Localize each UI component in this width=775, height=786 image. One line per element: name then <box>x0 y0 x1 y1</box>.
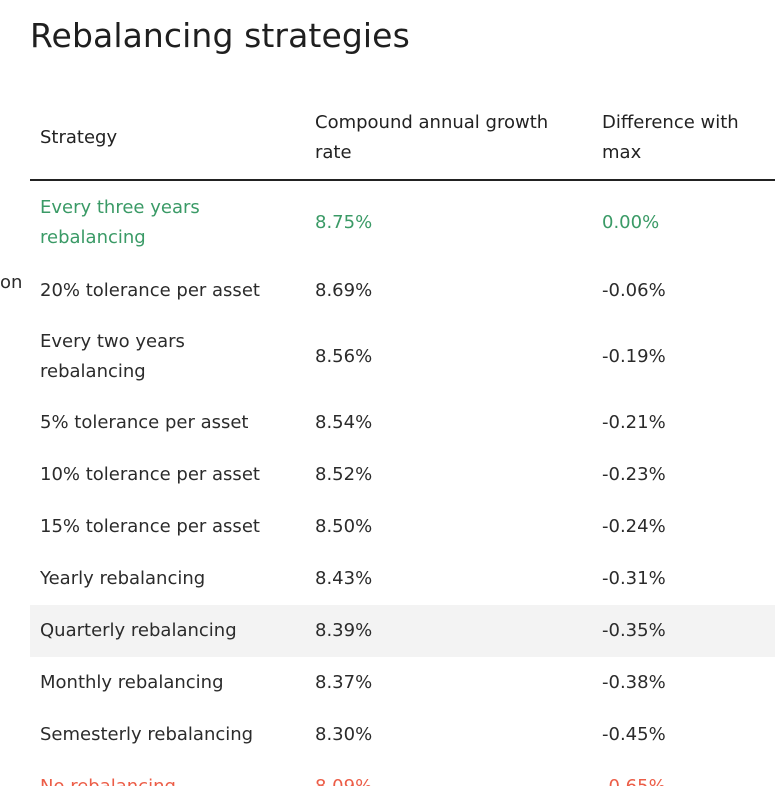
clipped-text-fragment: on <box>0 272 23 293</box>
strategy-cell: Quarterly rebalancing <box>30 605 305 657</box>
table-row: 10% tolerance per asset 8.52% -0.23% <box>30 449 775 501</box>
difference-cell: -0.35% <box>592 605 775 657</box>
cagr-cell: 8.52% <box>315 464 373 485</box>
cagr-cell: 8.54% <box>315 412 373 433</box>
difference-cell: -0.65% <box>592 761 775 786</box>
strategy-cell: Monthly rebalancing <box>40 672 224 693</box>
difference-cell: -0.06% <box>602 280 666 301</box>
difference-cell: -0.19% <box>602 346 666 367</box>
table-row: No rebalancing 8.09% -0.65% <box>30 761 775 786</box>
difference-cell: -0.24% <box>602 516 666 537</box>
table-row: 5% tolerance per asset 8.54% -0.21% <box>30 397 775 449</box>
difference-cell: -0.45% <box>602 724 666 745</box>
table-row: Every two years rebalancing 8.56% -0.19% <box>30 317 775 397</box>
difference-cell: 0.00% <box>602 212 660 233</box>
table-row: Monthly rebalancing 8.37% -0.38% <box>30 657 775 709</box>
header-difference: Difference with max <box>592 98 775 181</box>
table-row: Semesterly rebalancing 8.30% -0.45% <box>30 709 775 761</box>
header-strategy: Strategy <box>30 98 305 181</box>
table-row: Every three years rebalancing 8.75% 0.00… <box>30 180 775 265</box>
strategy-cell: 20% tolerance per asset <box>40 280 260 301</box>
difference-cell: -0.21% <box>602 412 666 433</box>
strategy-cell: Semesterly rebalancing <box>40 724 254 745</box>
cagr-cell: 8.30% <box>315 724 373 745</box>
page-title: Rebalancing strategies <box>30 16 410 55</box>
table-row-hovered: Quarterly rebalancing 8.39% -0.35% <box>30 605 775 657</box>
cagr-cell: 8.56% <box>315 346 373 367</box>
difference-cell: -0.38% <box>602 672 666 693</box>
strategy-cell: 15% tolerance per asset <box>40 516 260 537</box>
difference-cell: -0.23% <box>602 464 666 485</box>
cagr-cell: 8.09% <box>305 761 592 786</box>
strategy-cell: 5% tolerance per asset <box>40 412 249 433</box>
table-header-row: Strategy Compound annual growth rate Dif… <box>30 98 775 181</box>
cagr-cell: 8.50% <box>315 516 373 537</box>
table-row: 15% tolerance per asset 8.50% -0.24% <box>30 501 775 553</box>
strategy-cell: No rebalancing <box>30 761 305 786</box>
strategy-cell: Every two years rebalancing <box>40 331 185 382</box>
cagr-cell: 8.39% <box>305 605 592 657</box>
cagr-cell: 8.69% <box>315 280 373 301</box>
strategy-cell: Yearly rebalancing <box>40 568 206 589</box>
cagr-cell: 8.75% <box>315 212 373 233</box>
table-row: Yearly rebalancing 8.43% -0.31% <box>30 553 775 605</box>
header-cagr: Compound annual growth rate <box>305 98 592 181</box>
difference-cell: -0.31% <box>602 568 666 589</box>
cagr-cell: 8.37% <box>315 672 373 693</box>
table-row: 20% tolerance per asset 8.69% -0.06% <box>30 265 775 317</box>
strategy-cell: 10% tolerance per asset <box>40 464 260 485</box>
strategy-cell: Every three years rebalancing <box>40 197 200 248</box>
cagr-cell: 8.43% <box>315 568 373 589</box>
rebalancing-strategies-table: Strategy Compound annual growth rate Dif… <box>30 98 775 786</box>
